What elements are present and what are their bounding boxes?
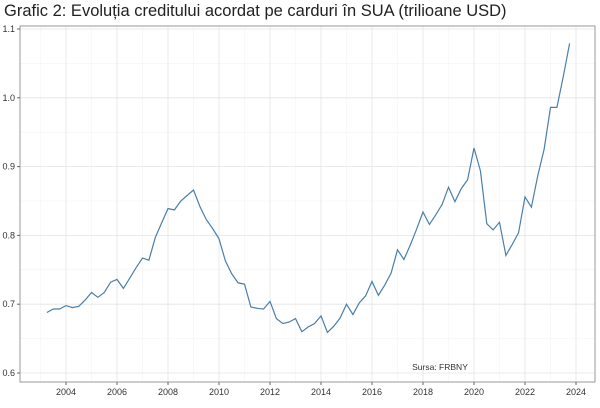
source-annotation: Sursa: FRBNY: [412, 362, 468, 372]
x-tick-label: 2020: [464, 387, 484, 397]
grid: [20, 26, 595, 382]
x-tick-label: 2016: [362, 387, 382, 397]
x-axis: 2004 2006 2008 2010 2012 2014 2016 2018 2020 2022…: [56, 382, 586, 397]
y-tick-label: 0.8: [2, 230, 15, 240]
series-line: [46, 43, 571, 334]
y-tick-label: 1.0: [2, 93, 15, 103]
plot-panel-border: [19, 25, 596, 383]
x-tick-label: 2006: [107, 387, 127, 397]
x-tick-label: 2008: [158, 387, 178, 397]
x-tick-label: 2014: [311, 387, 331, 397]
x-tick-label: 2012: [260, 387, 280, 397]
y-tick-label: 0.7: [2, 299, 15, 309]
x-tick-label: 2010: [209, 387, 229, 397]
x-tick-label: 2024: [566, 387, 586, 397]
y-axis: 0.6 0.7 0.8 0.9 1.0 1.1: [2, 24, 20, 378]
x-tick-label: 2018: [413, 387, 433, 397]
x-tick-label: 2022: [515, 387, 535, 397]
chart-title: Grafic 2: Evoluția creditului acordat pe…: [4, 2, 507, 20]
y-tick-label: 0.6: [2, 368, 15, 378]
y-tick-label: 1.1: [2, 24, 15, 34]
x-tick-label: 2004: [56, 387, 76, 397]
y-tick-label: 0.9: [2, 162, 15, 172]
